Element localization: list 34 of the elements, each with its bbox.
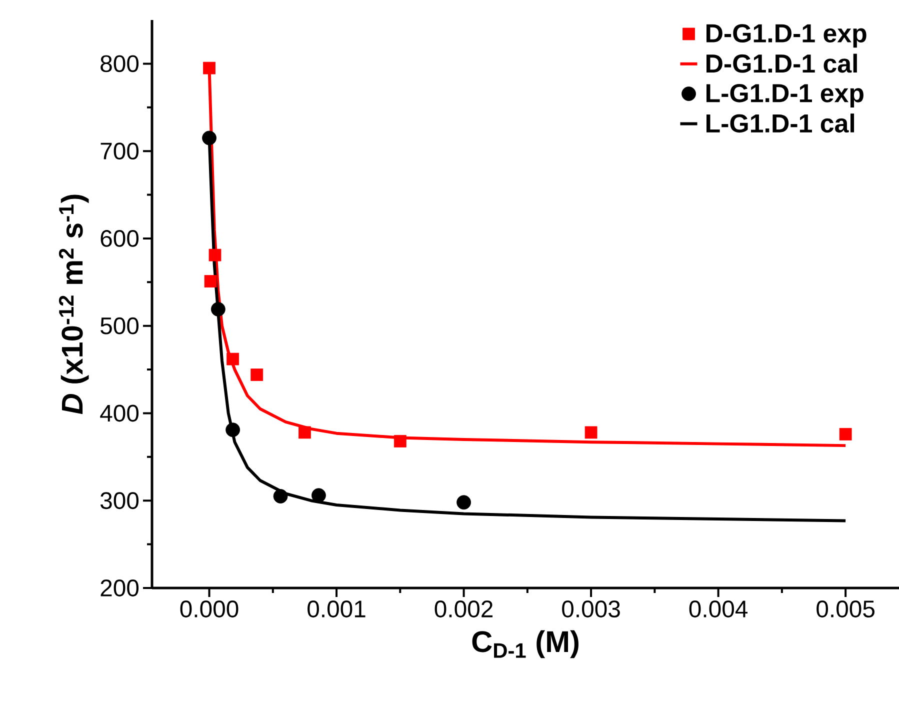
x-tick-label: 0.000 (180, 600, 238, 618)
point (210, 302, 226, 316)
legend-label: D-G1.D-1 exp (706, 24, 866, 48)
point (204, 275, 217, 288)
point (394, 434, 406, 448)
y-tick-label: 400 (100, 404, 139, 422)
point (202, 130, 216, 146)
x-tick-label: 0.003 (562, 600, 620, 618)
y-tick-label: 700 (100, 142, 139, 160)
y-tick-label: 500 (100, 317, 139, 334)
x-tick-label: 0.001 (308, 600, 366, 618)
point (208, 248, 222, 262)
point (226, 422, 240, 438)
y-axis-title: D (x10$^{-12}$ m$^{2}$ s$^{-1}$) (58, 194, 89, 414)
x-tick-label: 0.002 (434, 600, 492, 618)
point (250, 368, 264, 381)
x-axis-title: C$_{D-1}$ (M) (472, 630, 578, 658)
x-tick-label: 0.004 (689, 600, 748, 618)
point (298, 426, 311, 439)
y-tick-label: 200 (100, 580, 139, 596)
legend-label: L-G1.D-1 cal (706, 114, 854, 133)
point (226, 352, 240, 366)
point (839, 428, 852, 440)
point (273, 489, 288, 504)
x-tick-label: 0.005 (816, 600, 874, 618)
y-tick-label: 300 (100, 492, 139, 510)
legend-label: D-G1.D-1 cal (706, 54, 857, 73)
point (584, 426, 598, 439)
point (203, 62, 216, 74)
y-tick-label: 600 (100, 230, 139, 247)
legend-label: L-G1.D-1 exp (706, 84, 864, 108)
y-tick-label: 800 (100, 55, 139, 72)
point (456, 495, 471, 510)
point (312, 488, 326, 503)
